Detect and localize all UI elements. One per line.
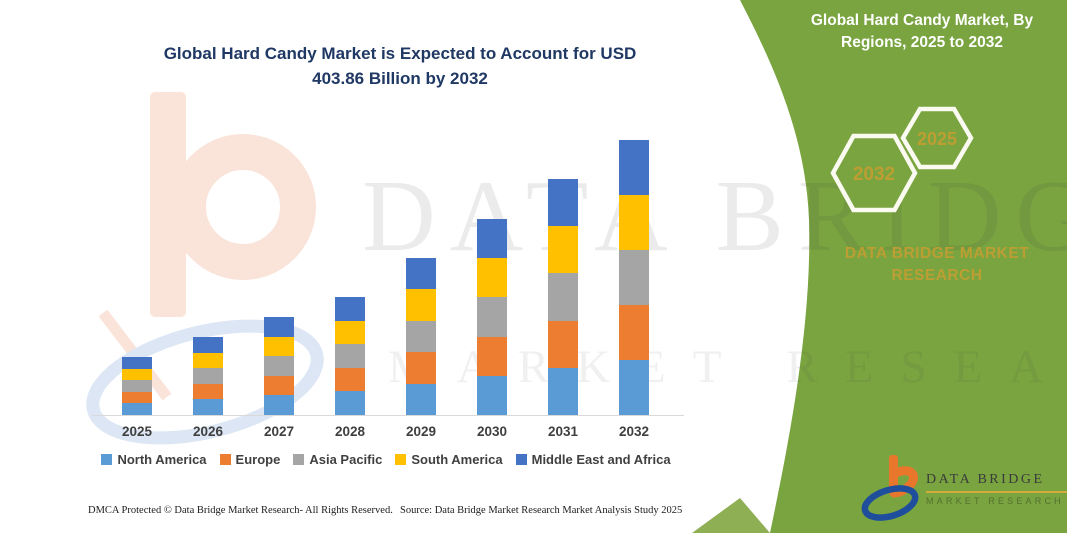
bar-segment-europe-2028 — [335, 367, 365, 392]
bar-segment-north-america-2027 — [264, 395, 294, 415]
bar-segment-north-america-2025 — [122, 403, 152, 415]
bar-segment-asia-pacific-2026 — [193, 368, 223, 384]
watermark-b-stem — [150, 92, 186, 317]
panel-light-green-triangle — [692, 498, 770, 533]
x-axis-label-2030: 2030 — [476, 424, 508, 439]
logo-blue-swoosh — [861, 485, 919, 521]
watermark-blue-swoosh — [86, 319, 324, 445]
x-axis-label-2026: 2026 — [192, 424, 224, 439]
x-axis-label-2025: 2025 — [121, 424, 153, 439]
x-axis-label-2027: 2027 — [263, 424, 295, 439]
x-axis-label-2032: 2032 — [618, 424, 650, 439]
source-note: Source: Data Bridge Market Research Mark… — [400, 505, 683, 516]
legend-label-europe: Europe — [235, 452, 281, 467]
bar-segment-south-america-2025 — [122, 368, 152, 381]
bar-segment-south-america-2026 — [193, 352, 223, 369]
legend-swatch-asia-pacific — [293, 454, 305, 465]
data-bridge-logo: DATA BRIDGE MARKET RESEARCH — [861, 448, 1067, 528]
bar-segment-north-america-2028 — [335, 391, 365, 415]
bar-2027 — [264, 317, 294, 415]
x-axis-line — [92, 415, 684, 416]
watermark-logo-icon — [86, 92, 324, 445]
bar-segment-south-america-2028 — [335, 320, 365, 345]
dmca-notice: DMCA Protected © Data Bridge Market Rese… — [88, 505, 393, 516]
bar-segment-asia-pacific-2030 — [477, 297, 507, 337]
legend-swatch-middle-east-and-africa — [515, 454, 527, 465]
legend-swatch-europe — [219, 454, 231, 465]
bar-2025 — [122, 357, 152, 415]
legend-label-asia-pacific: Asia Pacific — [309, 452, 383, 467]
bar-segment-south-america-2029 — [406, 289, 436, 321]
legend-swatch-north-america — [101, 454, 113, 465]
chart-title: Global Hard Candy Market is Expected to … — [163, 44, 637, 88]
legend-label-north-america: North America — [117, 452, 207, 467]
legend-item-middle-east-and-africa: Middle East and Africa — [515, 452, 671, 467]
bar-2026 — [193, 337, 223, 415]
legend-item-south-america: South America — [395, 452, 503, 467]
hexagon-2025-label: 2025 — [917, 129, 957, 149]
logo-gold-rule — [926, 491, 1067, 493]
bar-segment-asia-pacific-2027 — [264, 356, 294, 376]
bar-segment-middle-east-and-africa-2027 — [264, 317, 294, 337]
legend-item-north-america: North America — [101, 452, 207, 467]
x-axis-label-2029: 2029 — [405, 424, 437, 439]
bar-segment-middle-east-and-africa-2025 — [122, 357, 152, 369]
hexagon-2032-label: 2032 — [853, 164, 895, 185]
bar-segment-asia-pacific-2031 — [548, 273, 578, 321]
data-bridge-logo-icon — [861, 455, 919, 521]
bar-segment-middle-east-and-africa-2028 — [335, 297, 365, 321]
watermark-text-line2: MARKET RESEARCH — [388, 341, 1067, 393]
bar-segment-asia-pacific-2028 — [335, 344, 365, 368]
bar-segment-south-america-2027 — [264, 336, 294, 357]
bar-2028 — [335, 297, 365, 415]
legend-item-asia-pacific: Asia Pacific — [293, 452, 382, 467]
legend-item-europe: Europe — [219, 452, 281, 467]
bar-segment-north-america-2026 — [193, 399, 223, 415]
bar-segment-middle-east-and-africa-2026 — [193, 337, 223, 353]
logo-subtitle: MARKET RESEARCH — [926, 496, 1064, 506]
bar-segment-asia-pacific-2025 — [122, 380, 152, 392]
x-axis-label-2028: 2028 — [334, 424, 366, 439]
legend-label-south-america: South America — [411, 452, 503, 467]
legend-swatch-south-america — [395, 454, 407, 465]
logo-name: DATA BRIDGE — [926, 472, 1045, 487]
watermark-b-bowl — [170, 134, 316, 280]
bar-segment-europe-2025 — [122, 391, 152, 404]
bar-segment-europe-2027 — [264, 375, 294, 396]
chart-legend: North America Europe Asia Pacific South Ame… — [88, 452, 684, 467]
watermark-swoosh-tail — [98, 309, 172, 401]
hexagon-badges: 2032 2025 — [830, 106, 974, 213]
legend-label-middle-east-and-africa: Middle East and Africa — [531, 452, 671, 467]
brand-text: DATA BRIDGE MARKET RESEARCH — [844, 245, 1030, 285]
bar-segment-europe-2026 — [193, 383, 223, 400]
x-axis-label-2031: 2031 — [547, 424, 579, 439]
panel-title: Global Hard Candy Market, By Regions, 20… — [810, 12, 1034, 51]
